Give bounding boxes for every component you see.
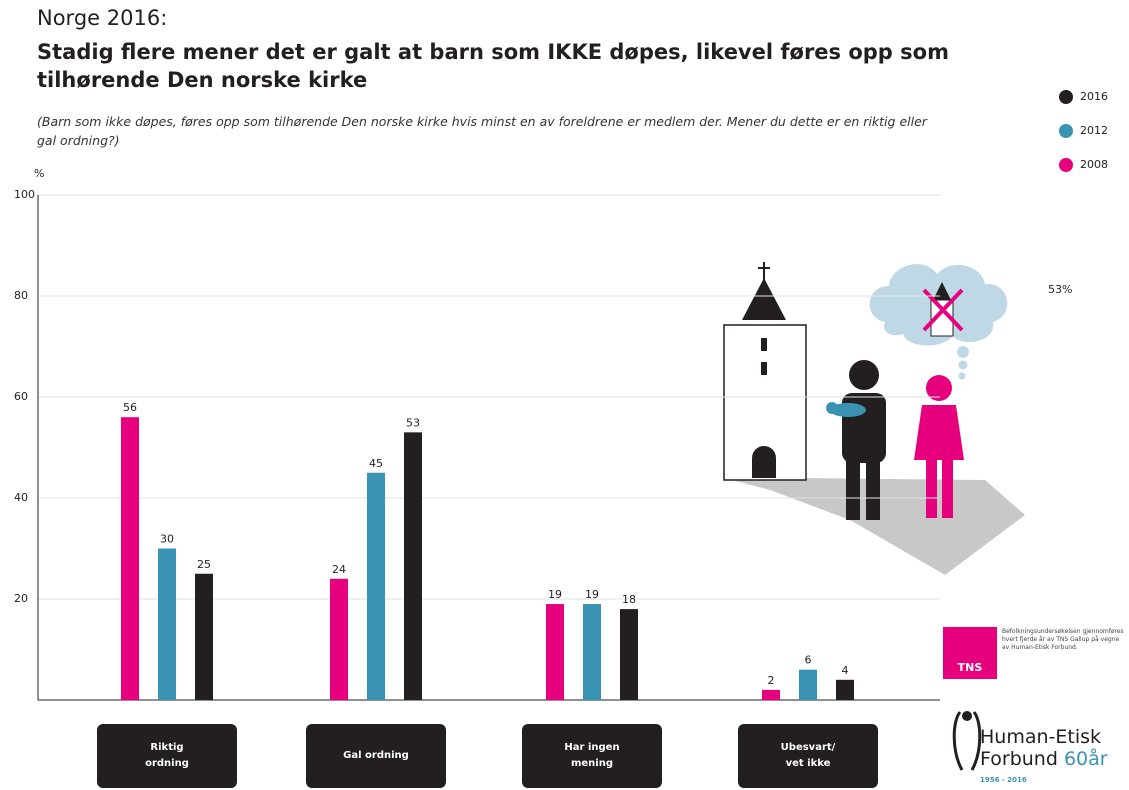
org-anniversary: 60år: [1063, 748, 1108, 770]
data-label: 2: [768, 674, 775, 687]
data-label: 24: [332, 563, 346, 576]
org-name: Human-Etisk Forbund 60år: [980, 726, 1120, 770]
heading: Norge 2016:: [37, 6, 168, 30]
bar: [121, 417, 139, 700]
legend-label: 2016: [1080, 90, 1108, 103]
data-label: 53: [406, 416, 420, 429]
x-tick-label: Gal ordning: [343, 750, 409, 761]
bar: [330, 578, 348, 700]
category-box: Gal ordning: [306, 724, 446, 788]
org-logo-mark: [952, 711, 982, 771]
org-name-text: Human-Etisk Forbund: [980, 726, 1102, 770]
y-tick-label: 40: [14, 491, 28, 504]
y-tick-label: 80: [14, 289, 28, 302]
tns-logo: TNS: [958, 661, 983, 674]
illustration: [723, 262, 1025, 575]
legend-swatch: [1059, 124, 1073, 138]
bar: [158, 548, 176, 700]
bar: [799, 669, 817, 700]
bar: [404, 432, 422, 700]
y-tick-label: 100: [14, 188, 35, 201]
data-label: 30: [160, 533, 174, 546]
data-label: 45: [369, 457, 383, 470]
bar: [583, 604, 601, 700]
bar: [762, 689, 780, 700]
bar: [367, 472, 385, 700]
bar: [195, 573, 213, 700]
x-tick-label: Ubesvart/ vet ikke: [780, 742, 836, 769]
legend-swatch: [1059, 90, 1073, 104]
data-label: 4: [842, 664, 849, 677]
x-tick-label: Riktig ordning: [145, 742, 189, 769]
tns-logo-box: [943, 627, 997, 679]
legend-label: 2012: [1080, 124, 1108, 137]
annotation: 53%: [1048, 283, 1072, 296]
y-tick-label: 20: [14, 592, 28, 605]
data-label: 25: [197, 558, 211, 571]
subtitle: (Barn som ikke døpes, føres opp som tilh…: [37, 114, 927, 148]
data-label: 18: [622, 593, 636, 606]
data-label: 6: [805, 654, 812, 667]
bar: [836, 679, 854, 700]
x-tick-label: Har ingen mening: [564, 742, 620, 769]
category-box: Ubesvart/ vet ikke: [738, 724, 878, 788]
bar: [546, 604, 564, 700]
category-box: Riktig ordning: [97, 724, 237, 788]
data-label: 19: [585, 588, 599, 601]
tns-note: Befolkningsundersøkelsen gjennomføres hv…: [1002, 628, 1124, 651]
org-years: 1956 - 2016: [980, 776, 1027, 784]
data-label: 19: [548, 588, 562, 601]
chart-title: Stadig flere mener det er galt at barn s…: [37, 40, 949, 92]
category-box: Har ingen mening: [522, 724, 662, 788]
y-tick-label: 60: [14, 390, 28, 403]
data-label: 56: [123, 401, 137, 414]
y-axis-label: %: [34, 167, 44, 180]
bar: [620, 609, 638, 700]
legend-label: 2008: [1080, 158, 1108, 171]
legend-swatch: [1059, 158, 1073, 172]
